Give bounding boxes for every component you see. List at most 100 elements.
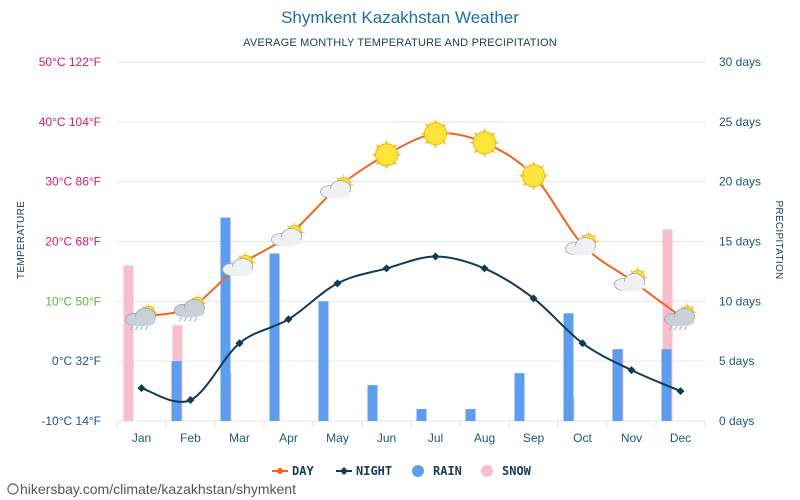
chart-subtitle: AVERAGE MONTHLY TEMPERATURE AND PRECIPIT… (243, 37, 557, 49)
legend-swatch (412, 465, 424, 477)
sun-cloud-icon (320, 173, 355, 199)
legend-label: NIGHT (356, 464, 392, 478)
x-tick-label: Jan (132, 431, 151, 445)
right-tick-label: 0 days (719, 414, 754, 428)
temperature-lines (137, 132, 685, 405)
x-tick-label: Dec (670, 431, 691, 445)
x-axis-ticks: Jan Feb Mar Apr May Jun Jul Aug Sep Oct Nov Dec (132, 431, 691, 445)
legend-marker (340, 467, 348, 475)
rain-cloud-icon (125, 302, 159, 331)
left-tick-label: 20°C 68°F (45, 235, 101, 249)
rain-bar (416, 409, 427, 421)
rain-bar (514, 373, 525, 421)
x-tick-label: May (326, 431, 349, 445)
sun-cloud-icon (565, 230, 600, 256)
precipitation-bars (123, 217, 673, 421)
weather-icons (125, 118, 698, 331)
cloud-part (224, 266, 253, 277)
left-tick-label: -10°C 14°F (41, 414, 101, 428)
raindrop (673, 326, 678, 331)
x-tick-label: Sep (523, 431, 545, 445)
chart-title: Shymkent Kazakhstan Weather (281, 8, 519, 27)
cloud-part (567, 245, 596, 256)
legend-item-rain: RAIN (412, 464, 462, 478)
x-tick-label: Mar (229, 431, 250, 445)
legend-marker (277, 468, 283, 474)
night-point (676, 387, 685, 396)
rain-bar (465, 409, 476, 421)
sun-icon (469, 127, 500, 158)
location-pin-icon (7, 483, 19, 495)
right-axis-ticks: 30 days 25 days 20 days 15 days 10 days 5 day… (719, 55, 761, 428)
raindrop (178, 317, 183, 322)
cloud-part (127, 316, 156, 327)
night-point (186, 396, 195, 405)
left-axis-ticks: 50°C 122°F 40°C 104°F 30°C 86°F 20°C 68°F 10… (39, 55, 101, 428)
snow-bar (123, 265, 134, 421)
rain-bar (612, 349, 623, 421)
raindrop (668, 326, 673, 331)
cloud-part (273, 236, 302, 247)
x-tick-label: Nov (621, 431, 642, 445)
left-tick-label: 40°C 104°F (39, 115, 101, 129)
left-tick-label: 50°C 122°F (39, 55, 101, 69)
night-point (480, 264, 489, 273)
legend-label: SNOW (502, 464, 532, 478)
left-axis-title: TEMPERATURE (16, 201, 27, 279)
sun-icon (518, 160, 549, 191)
grid-lines (116, 61, 706, 427)
left-tick-label: 10°C 50°F (45, 294, 101, 308)
cloud-part (322, 188, 351, 199)
raindrop (134, 326, 139, 331)
rain-cloud-icon (664, 302, 698, 331)
night-point (627, 366, 636, 375)
night-point (333, 279, 342, 288)
x-tick-label: Oct (573, 431, 592, 445)
sun-cloud-icon (614, 266, 649, 292)
sun-disc (375, 143, 398, 167)
raindrop (183, 317, 188, 322)
x-tick-label: Jul (428, 431, 443, 445)
x-tick-label: Jun (377, 431, 396, 445)
raindrop (144, 326, 149, 331)
right-tick-label: 10 days (719, 294, 761, 308)
sun-disc (424, 122, 447, 146)
left-tick-label: 0°C 32°F (52, 354, 101, 368)
x-tick-label: Aug (474, 431, 495, 445)
legend-item-snow: SNOW (481, 464, 532, 478)
night-point (382, 264, 391, 273)
right-tick-label: 20 days (719, 175, 761, 189)
legend-item-day: DAY (272, 464, 314, 478)
rain-bar (367, 385, 378, 421)
rain-bar (318, 301, 329, 421)
snow-bar (662, 229, 673, 421)
night-point (578, 339, 587, 348)
sun-icon (420, 118, 451, 149)
raindrop (193, 317, 198, 322)
rain-bar (269, 253, 280, 421)
right-tick-label: 25 days (719, 115, 761, 129)
night-point (529, 294, 538, 303)
rain-cloud-icon (174, 293, 208, 322)
legend: DAY NIGHT RAIN SNOW (272, 464, 532, 478)
watermark: hikersbay.com/climate/kazakhstan/shymken… (7, 481, 296, 497)
legend-swatch (481, 465, 493, 477)
legend-label: DAY (292, 464, 314, 478)
right-tick-label: 15 days (719, 235, 761, 249)
legend-item-night: NIGHT (336, 464, 392, 478)
sun-icon (371, 139, 402, 170)
rain-bar (563, 313, 574, 421)
night-point (235, 339, 244, 348)
raindrop (129, 326, 134, 331)
raindrop (678, 326, 683, 331)
cloud-part (616, 281, 645, 292)
rain-bar (220, 217, 231, 421)
x-tick-label: Apr (279, 431, 298, 445)
right-axis-title: PRECIPITATION (773, 200, 784, 279)
rain-bar (171, 361, 182, 421)
watermark-text: hikersbay.com/climate/kazakhstan/shymken… (20, 481, 296, 497)
night-point (284, 315, 293, 324)
cloud-part (666, 316, 695, 327)
sun-cloud-icon (271, 221, 306, 247)
